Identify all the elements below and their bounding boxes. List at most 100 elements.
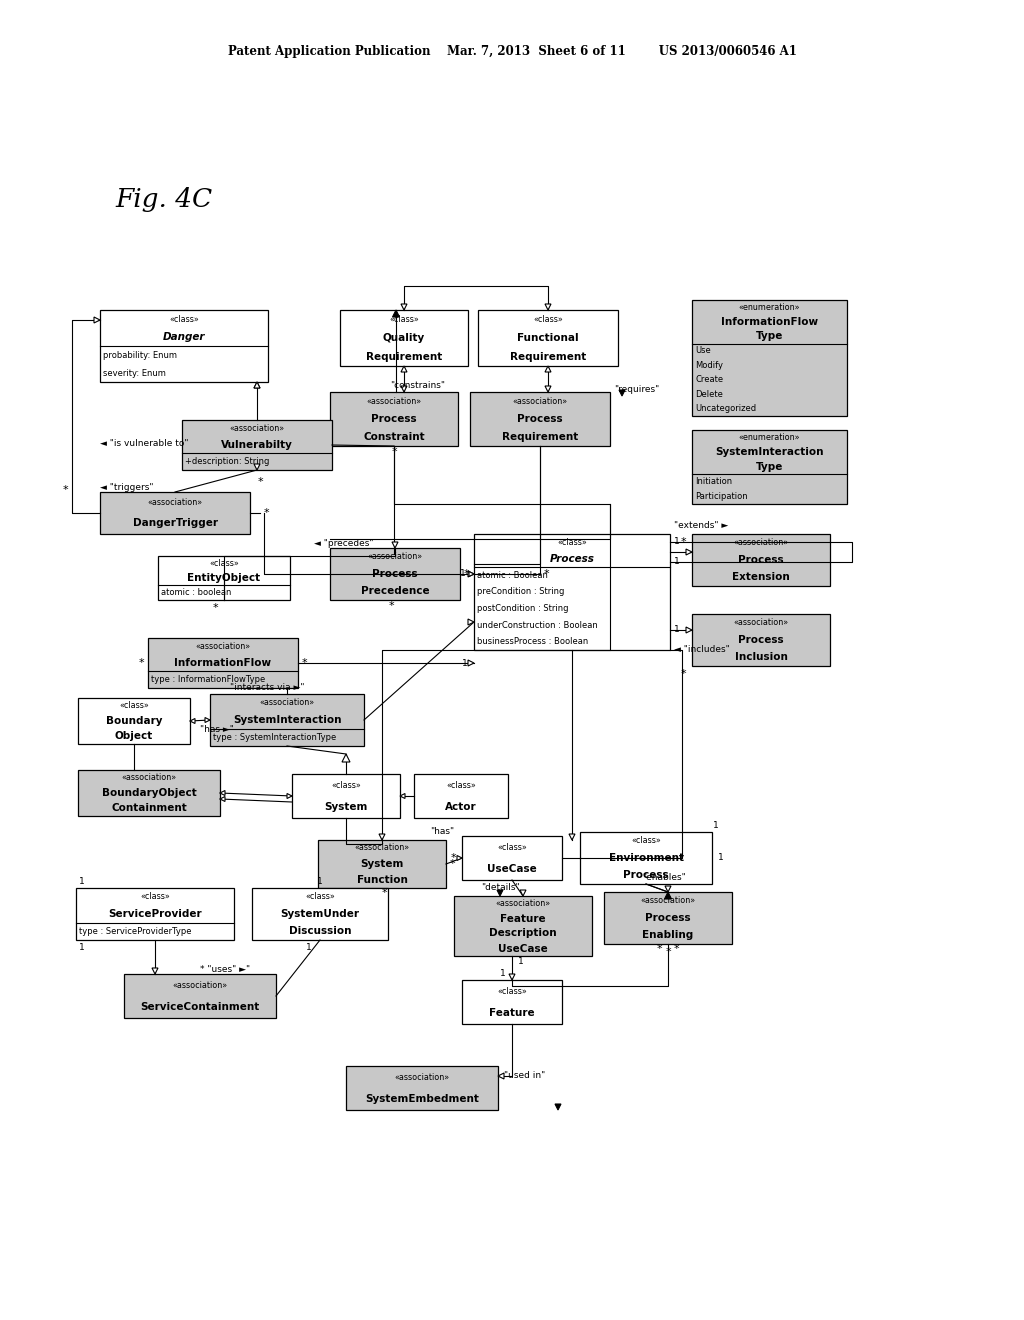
Text: Discussion: Discussion — [289, 927, 351, 936]
Text: «enumeration»: «enumeration» — [738, 433, 800, 442]
Text: "enables": "enables" — [642, 874, 686, 883]
Text: Boundary: Boundary — [105, 715, 162, 726]
Text: Participation: Participation — [695, 492, 748, 502]
Bar — [462, 836, 562, 880]
Text: ◄ "triggers": ◄ "triggers" — [100, 483, 154, 492]
Text: 1: 1 — [79, 944, 85, 953]
Bar — [692, 430, 847, 504]
Text: «class»: «class» — [446, 780, 476, 789]
Text: * "uses" ►": * "uses" ►" — [200, 965, 250, 974]
Text: 1: 1 — [462, 659, 468, 668]
Text: 1: 1 — [306, 944, 312, 953]
Polygon shape — [686, 627, 692, 634]
Text: Initiation: Initiation — [695, 478, 732, 486]
Bar — [580, 832, 712, 884]
Bar — [692, 300, 847, 416]
Text: Precedence: Precedence — [360, 586, 429, 597]
Text: «association»: «association» — [733, 618, 788, 627]
Bar — [252, 888, 388, 940]
Polygon shape — [545, 304, 551, 310]
Text: "requires": "requires" — [614, 385, 659, 395]
Polygon shape — [190, 718, 195, 723]
Text: preCondition : String: preCondition : String — [477, 587, 564, 597]
Text: Actor: Actor — [445, 803, 477, 812]
Text: Process: Process — [550, 554, 595, 564]
Text: InformationFlow: InformationFlow — [721, 317, 818, 327]
Text: «association»: «association» — [733, 539, 788, 548]
Text: "interacts via ►": "interacts via ►" — [230, 684, 304, 693]
Text: «association»: «association» — [640, 896, 695, 906]
Text: Process: Process — [371, 414, 417, 424]
Bar — [78, 698, 190, 744]
Text: ◄ "is vulnerable to": ◄ "is vulnerable to" — [100, 440, 188, 449]
Text: «association»: «association» — [172, 981, 227, 990]
Text: «class»: «class» — [534, 315, 563, 323]
Text: «class»: «class» — [209, 558, 239, 568]
Text: 1: 1 — [518, 957, 523, 966]
Bar — [470, 392, 610, 446]
Text: 1: 1 — [79, 878, 85, 887]
Polygon shape — [569, 834, 575, 840]
Text: «association»: «association» — [354, 843, 410, 853]
Text: postCondition : String: postCondition : String — [477, 605, 568, 612]
Bar — [318, 840, 446, 888]
Bar — [100, 492, 250, 535]
Text: atomic : Boolean: atomic : Boolean — [477, 572, 548, 579]
Text: 1: 1 — [501, 969, 506, 978]
Polygon shape — [254, 465, 260, 470]
Text: ServiceContainment: ServiceContainment — [140, 1002, 260, 1012]
Text: type : SystemInteractionType: type : SystemInteractionType — [213, 733, 336, 742]
Text: *: * — [464, 569, 470, 579]
Text: Environment: Environment — [608, 853, 683, 863]
Bar — [330, 392, 458, 446]
Polygon shape — [392, 310, 399, 317]
Polygon shape — [287, 793, 292, 799]
Polygon shape — [509, 974, 515, 979]
Text: «class»: «class» — [497, 842, 527, 851]
Text: «class»: «class» — [119, 701, 148, 710]
Polygon shape — [401, 304, 407, 310]
Polygon shape — [665, 892, 672, 899]
Text: UseCase: UseCase — [487, 865, 537, 874]
Text: "used in": "used in" — [504, 1072, 545, 1081]
Text: Uncategorized: Uncategorized — [695, 404, 756, 413]
Text: *: * — [451, 853, 456, 863]
Polygon shape — [342, 754, 350, 762]
Polygon shape — [379, 834, 385, 840]
Text: «class»: «class» — [557, 537, 587, 546]
Text: «class»: «class» — [497, 986, 527, 995]
Bar — [346, 1067, 498, 1110]
Polygon shape — [205, 718, 210, 722]
Text: «association»: «association» — [394, 1072, 450, 1081]
Bar — [604, 892, 732, 944]
Text: "extends" ►: "extends" ► — [674, 521, 728, 531]
Text: Enabling: Enabling — [642, 931, 693, 940]
Polygon shape — [401, 366, 407, 372]
Polygon shape — [498, 1073, 504, 1078]
Text: Requirement: Requirement — [510, 351, 586, 362]
Polygon shape — [468, 660, 474, 667]
Polygon shape — [220, 796, 225, 801]
Text: Process: Process — [624, 870, 669, 880]
Text: Vulnerabilty: Vulnerabilty — [221, 440, 293, 450]
Text: «enumeration»: «enumeration» — [738, 302, 800, 312]
Text: SystemInteraction: SystemInteraction — [715, 447, 823, 457]
Bar — [182, 420, 332, 470]
Text: Object: Object — [115, 731, 154, 742]
Text: *: * — [388, 601, 394, 611]
Bar — [478, 310, 618, 366]
Bar — [78, 770, 220, 816]
Polygon shape — [400, 793, 406, 799]
Bar — [76, 888, 234, 940]
Text: *: * — [264, 508, 269, 517]
Text: UseCase: UseCase — [498, 944, 548, 953]
Text: *: * — [544, 569, 550, 579]
Text: Create: Create — [695, 375, 723, 384]
Text: «class»: «class» — [305, 892, 335, 902]
Text: Inclusion: Inclusion — [734, 652, 787, 663]
Text: severity: Enum: severity: Enum — [103, 368, 166, 378]
Text: *: * — [302, 657, 307, 668]
Text: ◄ "includes": ◄ "includes" — [674, 645, 730, 655]
Text: Patent Application Publication    Mar. 7, 2013  Sheet 6 of 11        US 2013/006: Patent Application Publication Mar. 7, 2… — [227, 45, 797, 58]
Text: *: * — [138, 657, 144, 668]
